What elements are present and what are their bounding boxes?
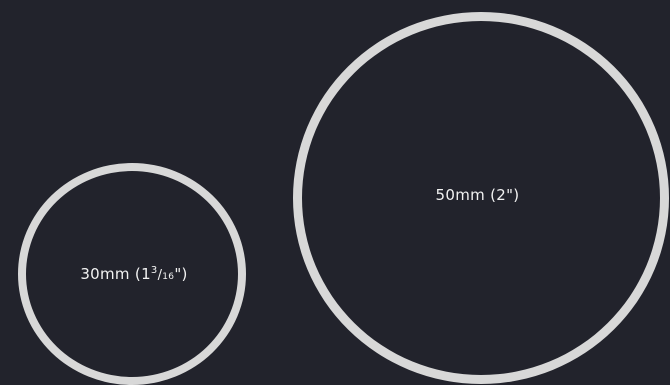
size-label-30mm: 30mm (13/16") [80,265,188,283]
size-label-50mm: 50mm (2") [435,185,520,204]
size-circle-30mm: 30mm (13/16") [18,163,246,385]
size-label-30mm-metric: 30mm [80,265,130,283]
size-label-30mm-denominator: 16 [162,272,175,282]
size-label-30mm-whole: 1 [141,265,151,283]
size-circle-50mm: 50mm (2") [293,12,669,384]
size-label-30mm-numerator: 3 [150,265,158,276]
